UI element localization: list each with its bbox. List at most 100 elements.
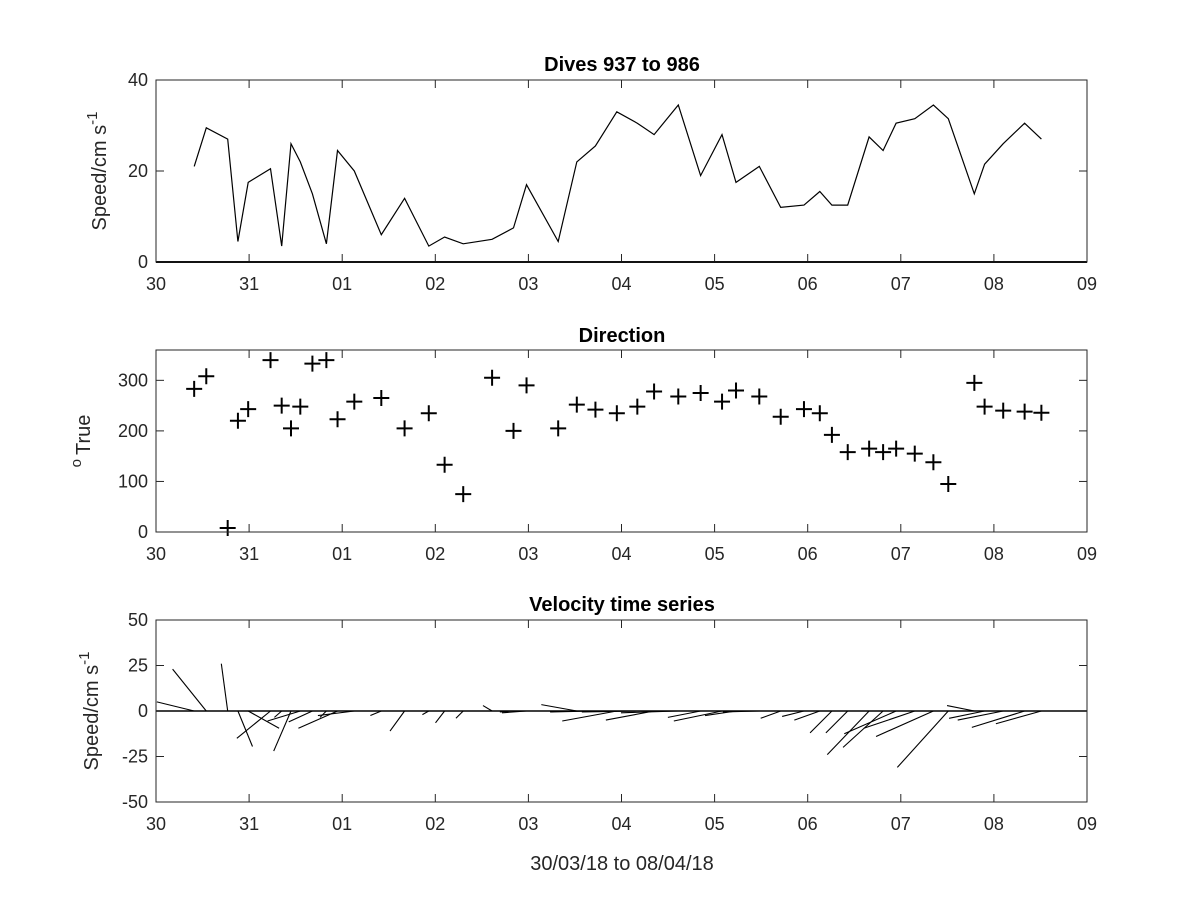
velocity-panel-x-tick-label: 01 — [332, 814, 352, 834]
direction-point — [1033, 404, 1050, 421]
direction-point — [646, 383, 663, 400]
velocity-stick — [482, 705, 493, 712]
speed-series-line — [193, 103, 1042, 247]
speed-panel-x-tick-label: 06 — [798, 274, 818, 294]
velocity-stick — [435, 710, 446, 724]
velocity-panel-y-tick-label: 25 — [128, 656, 148, 676]
direction-panel-y-tick-label: 0 — [138, 522, 148, 542]
direction-point — [861, 440, 878, 457]
speed-panel-x-tick-label: 02 — [425, 274, 445, 294]
velocity-panel-y-tick-label: -25 — [122, 747, 148, 767]
direction-point — [1016, 403, 1033, 420]
direction-point — [692, 384, 709, 401]
speed-panel-x-ticks: 30 31 01 02 03 04 05 06 07 08 09 — [146, 80, 1097, 294]
speed-panel-x-tick-label: 08 — [984, 274, 1004, 294]
velocity-panel-x-tick-label: 30 — [146, 814, 166, 834]
direction-point — [714, 393, 731, 410]
direction-point — [229, 412, 246, 429]
direction-panel-x-tick-label: 06 — [798, 544, 818, 564]
direction-point — [670, 388, 687, 405]
direction-panel-x-tick-label: 05 — [705, 544, 725, 564]
speed-panel-x-tick-label: 31 — [239, 274, 259, 294]
direction-point — [282, 420, 299, 437]
direction-point — [273, 397, 290, 414]
direction-panel: Direction oTrue 30 31 01 02 03 04 05 06 07 08 09 0… — [68, 325, 1097, 564]
velocity-stick — [562, 710, 617, 722]
velocity-stick — [422, 710, 430, 716]
velocity-stick — [319, 710, 327, 718]
velocity-panel-y-tick-label: 50 — [128, 610, 148, 630]
direction-point — [940, 475, 957, 492]
direction-point — [292, 398, 309, 415]
velocity-stick — [875, 710, 934, 737]
velocity-panel-x-tick-label: 02 — [425, 814, 445, 834]
direction-panel-x-tick-label: 31 — [239, 544, 259, 564]
velocity-panel-x-tick-label: 06 — [798, 814, 818, 834]
speed-panel: Dives 937 to 986 Speed/cm s-1 30 31 01 02 03… — [84, 54, 1097, 294]
speed-panel-x-tick-label: 05 — [705, 274, 725, 294]
velocity-stick — [237, 710, 253, 747]
velocity-panel-marks — [156, 663, 1087, 768]
direction-panel-y-tick-label: 200 — [118, 421, 148, 441]
velocity-stick — [760, 710, 781, 719]
speed-panel-x-tick-label: 07 — [891, 274, 911, 294]
direction-point — [550, 420, 567, 437]
direction-point — [587, 401, 604, 418]
velocity-stick — [896, 710, 949, 768]
direction-point — [420, 405, 437, 422]
direction-panel-x-tick-label: 02 — [425, 544, 445, 564]
velocity-stick — [863, 710, 915, 729]
direction-point — [186, 380, 203, 397]
velocity-stick — [842, 710, 884, 748]
direction-point — [373, 390, 390, 407]
direction-point — [240, 401, 257, 418]
velocity-stick — [826, 710, 870, 756]
direction-panel-x-tick-label: 04 — [611, 544, 631, 564]
direction-point — [455, 486, 472, 503]
direction-panel-ylabel: oTrue — [68, 415, 95, 468]
velocity-stick — [541, 704, 577, 712]
direction-point — [888, 440, 905, 457]
velocity-panel-x-tick-label: 08 — [984, 814, 1004, 834]
direction-point — [811, 405, 828, 422]
direction-panel-x-tick-label: 09 — [1077, 544, 1097, 564]
direction-point — [346, 393, 363, 410]
direction-panel-x-tick-label: 07 — [891, 544, 911, 564]
speed-panel-x-tick-label: 03 — [518, 274, 538, 294]
velocity-panel-x-tick-label: 09 — [1077, 814, 1097, 834]
velocity-stick — [220, 663, 229, 712]
speed-panel-title: Dives 937 to 986 — [544, 54, 700, 76]
direction-panel-x-tick-label: 03 — [518, 544, 538, 564]
direction-point — [906, 445, 923, 462]
velocity-stick — [247, 710, 280, 729]
velocity-stick — [267, 710, 301, 722]
direction-point — [751, 388, 768, 405]
direction-point — [839, 444, 856, 461]
direction-point — [966, 374, 983, 391]
direction-panel-title: Direction — [579, 325, 666, 347]
velocity-stick — [550, 710, 596, 713]
direction-point — [728, 382, 745, 399]
velocity-stick — [288, 710, 313, 723]
direction-panel-x-tick-label: 08 — [984, 544, 1004, 564]
direction-point — [772, 408, 789, 425]
speed-panel-y-tick-label: 0 — [138, 252, 148, 272]
velocity-stick — [236, 710, 271, 739]
direction-point — [976, 398, 993, 415]
speed-panel-axes-box — [155, 79, 1088, 263]
velocity-stick — [844, 710, 897, 735]
direction-panel-y-tick-label: 300 — [118, 370, 148, 390]
velocity-stick — [948, 710, 985, 719]
direction-point — [995, 402, 1012, 419]
direction-point — [518, 377, 535, 394]
velocity-stick — [317, 710, 355, 717]
velocity-panel-x-tick-label: 31 — [239, 814, 259, 834]
velocity-stick — [501, 710, 527, 714]
direction-point — [396, 420, 413, 437]
velocity-stick — [946, 705, 975, 712]
velocity-panel-y-tick-label: 0 — [138, 701, 148, 721]
direction-panel-x-ticks: 30 31 01 02 03 04 05 06 07 08 09 — [146, 350, 1097, 564]
direction-point — [318, 352, 335, 369]
